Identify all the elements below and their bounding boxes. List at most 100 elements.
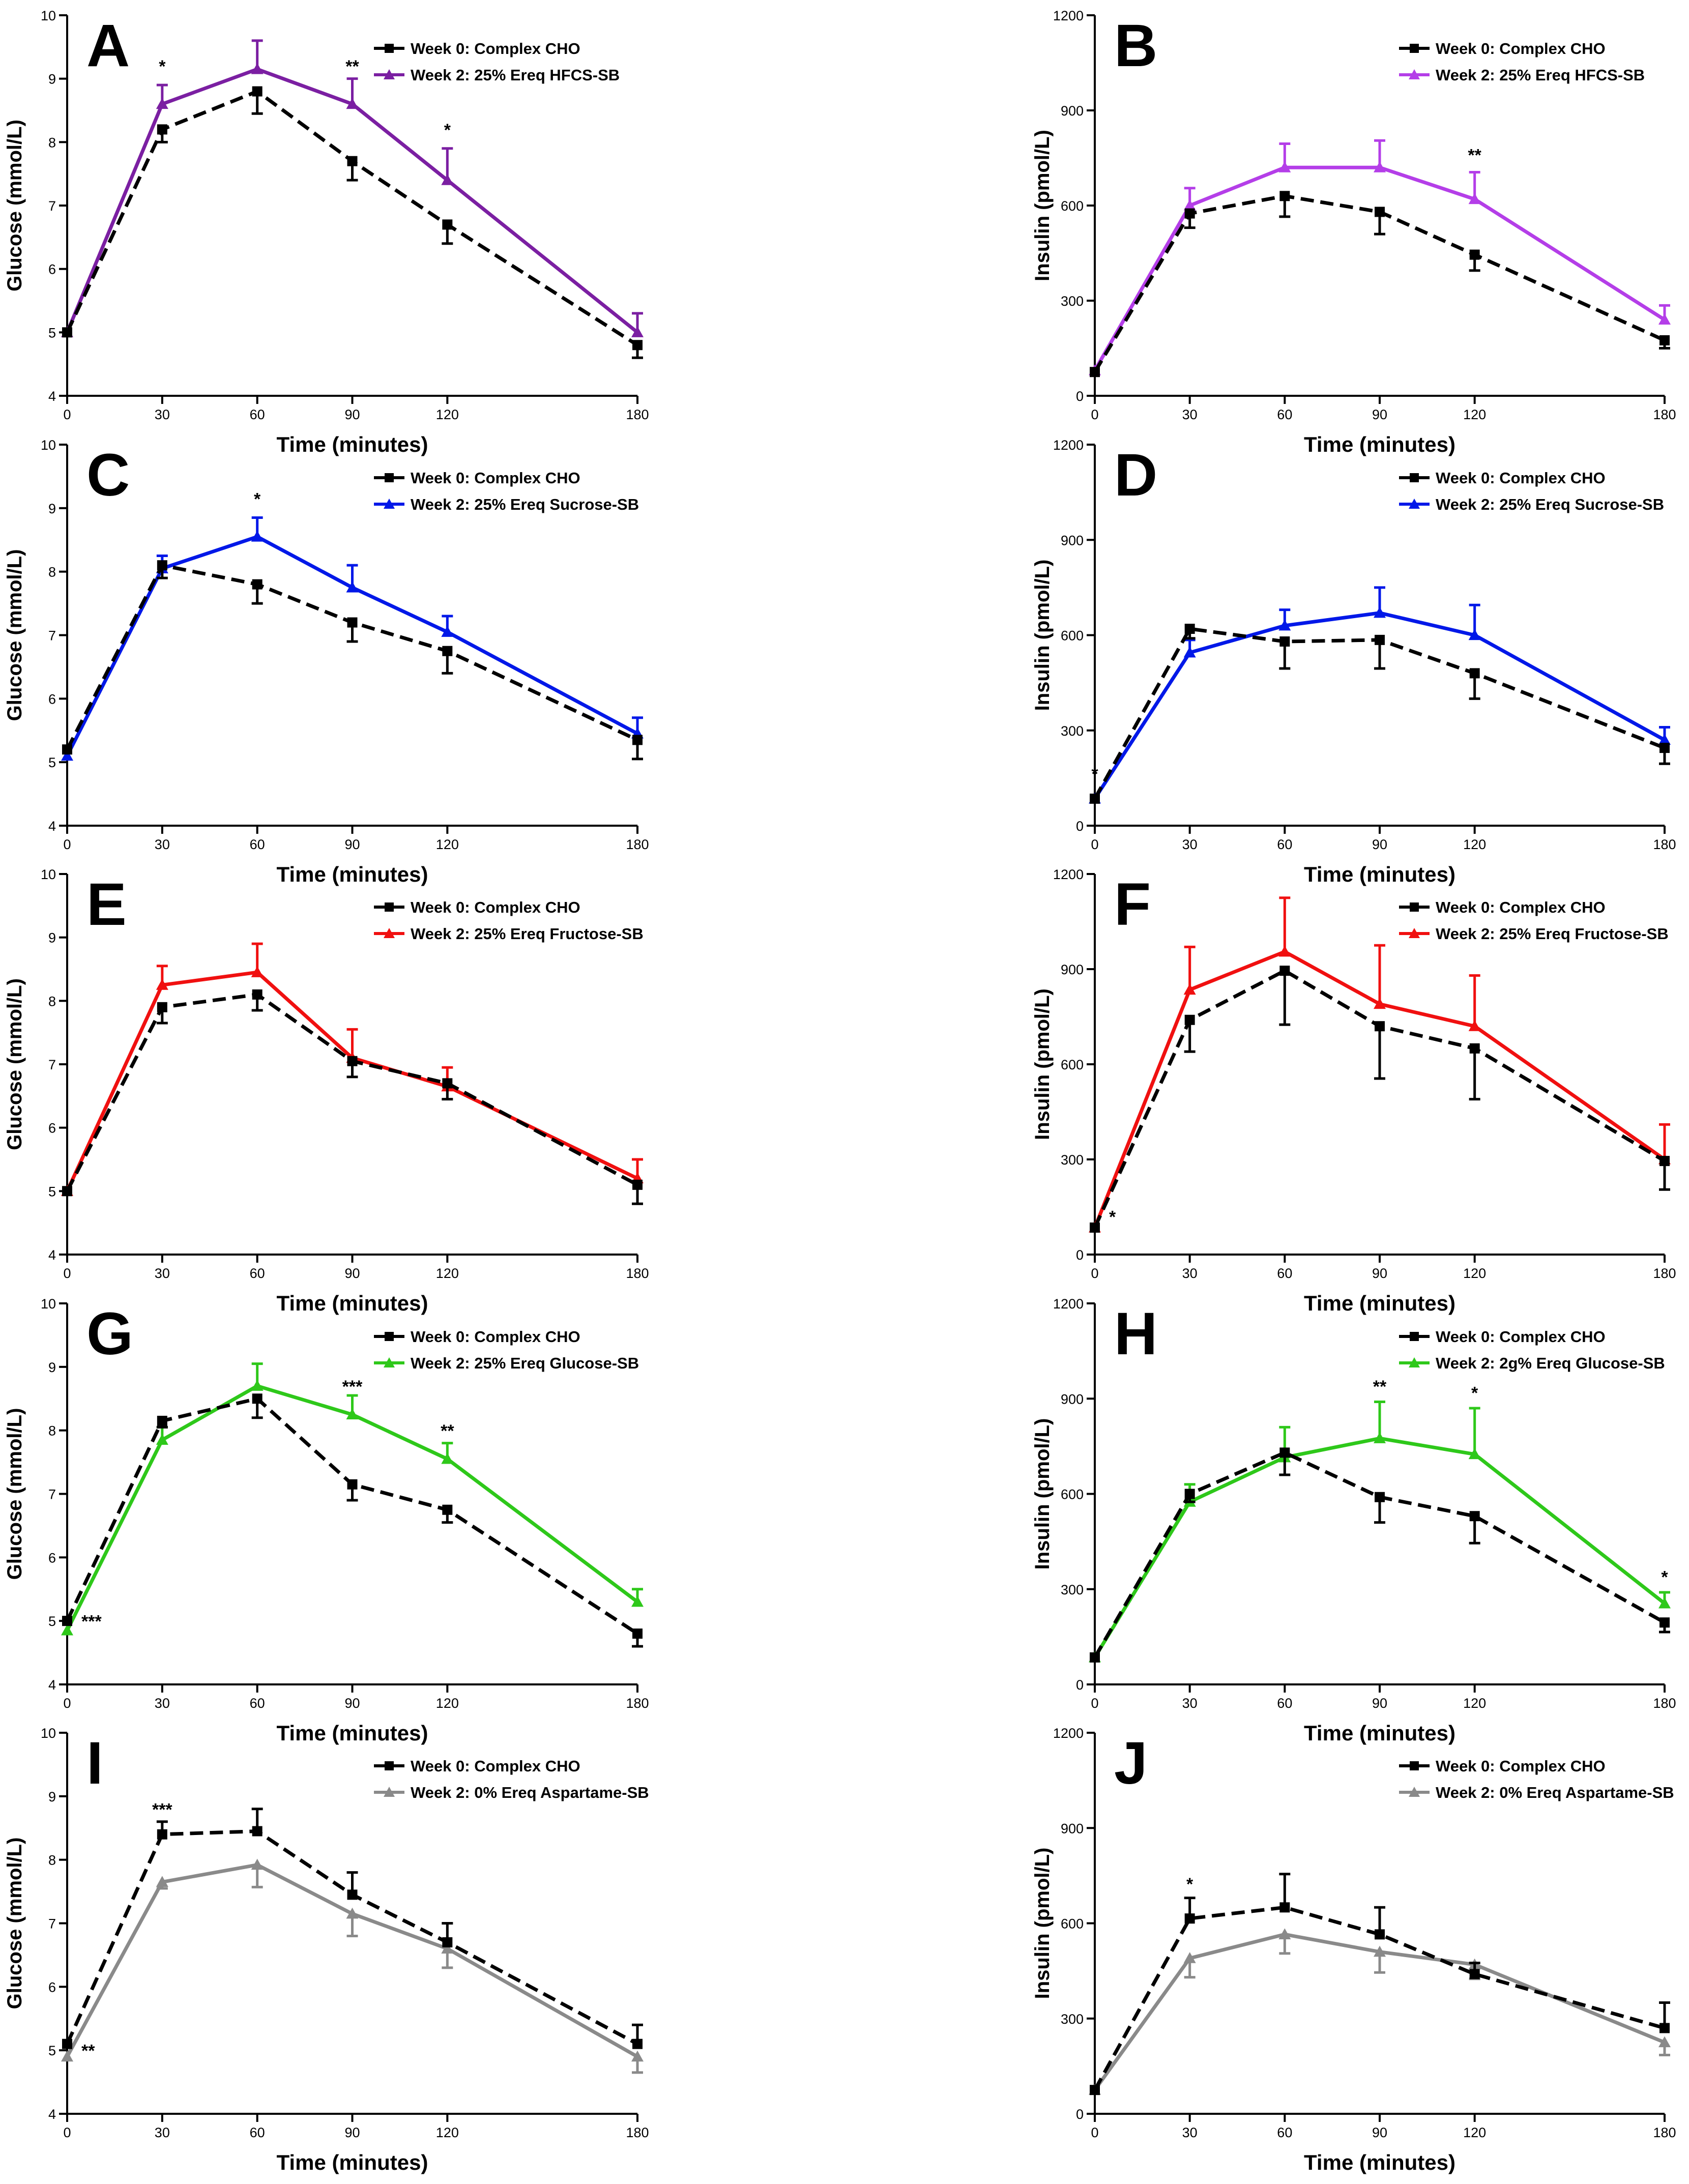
panel-a-y-tick-label: 4 xyxy=(48,389,56,404)
panel-d-point xyxy=(1659,743,1670,753)
panel-d-x-tick-label: 30 xyxy=(1182,837,1198,852)
panel-g-significance: *** xyxy=(81,1612,102,1632)
panel-i-series-line xyxy=(65,1863,638,2058)
panel-d-x-tick-label: 0 xyxy=(1091,837,1098,852)
panel-h-series-week2 xyxy=(1089,1400,1671,1663)
panel-c-y-axis-title: Glucose (mmol/L) xyxy=(4,549,26,721)
panel-a-x-tick-label: 180 xyxy=(626,407,649,422)
panel-i-y-tick-label: 8 xyxy=(48,1853,56,1868)
panel-h-point xyxy=(1374,1432,1386,1443)
panel-b-series-week0 xyxy=(1090,191,1670,377)
panel-c-series-week0 xyxy=(62,560,643,761)
panel-j-y-tick-label: 0 xyxy=(1076,2107,1084,2122)
panel-b-y-tick-label: 600 xyxy=(1061,198,1084,214)
panel-f-legend-marker xyxy=(1409,928,1420,938)
panel-i-point xyxy=(346,1907,359,1919)
panel-a-point xyxy=(251,63,264,74)
panel-d: 0 300 600 900 1200 0 30 60 90 120 180 Time (minutes… xyxy=(1031,438,1676,886)
panel-g-point xyxy=(251,1380,264,1391)
panel-d-x-tick-label: 180 xyxy=(1653,837,1676,852)
panel-g-legend-label: Week 2: 25% Ereq Glucose-SB xyxy=(411,1354,639,1372)
panel-h-series-line xyxy=(1093,1450,1666,1658)
panel-f-y-tick-label: 600 xyxy=(1061,1057,1084,1072)
panel-b-point xyxy=(1659,335,1670,345)
panel-g-y-tick-label: 6 xyxy=(48,1550,56,1565)
panel-a-legend-marker xyxy=(385,44,394,53)
panel-b-point xyxy=(1183,199,1196,211)
panel-h-legend-marker xyxy=(1409,1357,1420,1367)
panel-e-x-axis-title: Time (minutes) xyxy=(277,1291,428,1315)
panel-j-legend-marker xyxy=(1409,1787,1420,1797)
panel-e-legend-label: Week 2: 25% Ereq Fructose-SB xyxy=(411,925,644,943)
panel-j-legend-label: Week 0: Complex CHO xyxy=(1436,1757,1606,1775)
panel-j-x-tick-label: 180 xyxy=(1653,2125,1676,2140)
panel-i-y-axis-title: Glucose (mmol/L) xyxy=(4,1838,26,2010)
panel-g-point xyxy=(441,1452,454,1464)
panel-c-letter: C xyxy=(86,442,130,509)
panel-g-legend-marker xyxy=(384,1357,395,1367)
panel-c-x-tick-label: 120 xyxy=(436,837,459,852)
panel-g-x-axis-title: Time (minutes) xyxy=(277,1721,428,1745)
panel-h-point xyxy=(1375,1492,1385,1502)
panel-d-legend-marker xyxy=(1409,499,1420,509)
panel-g-series-line xyxy=(65,1396,638,1636)
panel-g-point xyxy=(347,1479,358,1490)
panel-b-point xyxy=(1468,193,1481,205)
panel-a-legend-label: Week 2: 25% Ereq HFCS-SB xyxy=(411,66,620,84)
panel-h-legend-label: Week 0: Complex CHO xyxy=(1436,1328,1606,1346)
panel-f-x-tick-label: 120 xyxy=(1463,1266,1486,1281)
panel-g-series-week2 xyxy=(61,1362,644,1636)
panel-f-y-tick-label: 0 xyxy=(1076,1247,1084,1263)
panel-g-letter: G xyxy=(86,1300,133,1367)
panel-c-x-tick-label: 90 xyxy=(344,837,360,852)
panel-h-y-tick-label: 0 xyxy=(1076,1677,1084,1693)
panel-h-x-tick-label: 60 xyxy=(1277,1696,1292,1711)
panel-j-y-axis-title: Insulin (pmol/L) xyxy=(1031,1848,1054,1999)
panel-b-point xyxy=(1374,161,1386,172)
panel-c-point xyxy=(252,579,263,590)
panel-d-point xyxy=(1468,629,1481,640)
panel-f-x-tick-label: 90 xyxy=(1372,1266,1387,1281)
panel-i-point xyxy=(442,1937,453,1947)
panel-b-point xyxy=(1184,208,1195,219)
panel-b-series-line xyxy=(1093,194,1666,373)
panel-a-point xyxy=(252,86,263,97)
panel-h-y-axis-title: Insulin (pmol/L) xyxy=(1031,1418,1054,1570)
panel-f-point xyxy=(1278,945,1291,957)
panel-j-point xyxy=(1374,1945,1386,1957)
panel-b-y-tick-label: 900 xyxy=(1061,103,1084,119)
panel-g-point xyxy=(252,1393,263,1404)
panel-a-point xyxy=(632,340,643,351)
panel-f-x-tick-label: 60 xyxy=(1277,1266,1292,1281)
panel-a-letter: A xyxy=(86,12,130,79)
panel-h-series-week0 xyxy=(1090,1447,1670,1663)
panel-d-letter: D xyxy=(1114,442,1157,509)
panel-a-y-tick-label: 8 xyxy=(48,135,56,150)
panel-i-point xyxy=(441,1942,454,1954)
panel-d-legend: Week 0: Complex CHO Week 2: 25% Ereq Sucr… xyxy=(1399,469,1664,513)
panel-c: 4 5 6 7 8 9 10 0 30 60 90 120 180 Time (minutes) Gluco… xyxy=(4,438,649,886)
panel-a-x-tick-label: 30 xyxy=(155,407,170,422)
panel-i-significance: ** xyxy=(81,2042,95,2061)
panel-g-significance: *** xyxy=(342,1377,363,1396)
panel-c-point xyxy=(442,646,453,656)
panel-h-y-tick-label: 600 xyxy=(1061,1487,1084,1502)
panel-e-x-tick-label: 0 xyxy=(63,1266,71,1281)
panel-h-point xyxy=(1658,1597,1671,1609)
panel-i-x-tick-label: 90 xyxy=(344,2125,360,2140)
panel-e-point xyxy=(157,1002,167,1012)
panel-g-x-tick-label: 30 xyxy=(155,1696,170,1711)
panel-a-legend-label: Week 0: Complex CHO xyxy=(411,40,580,57)
panel-g-y-tick-label: 9 xyxy=(48,1360,56,1375)
panel-g-point xyxy=(62,1616,72,1626)
panel-g-y-tick-label: 10 xyxy=(41,1296,56,1312)
panel-e-series-week0 xyxy=(62,989,643,1205)
panel-e: 4 5 6 7 8 9 10 0 30 60 90 120 180 Time (minutes) Gluco… xyxy=(4,867,649,1315)
panel-c-point xyxy=(632,735,643,745)
panel-b-point xyxy=(1469,249,1480,260)
panel-i-x-tick-label: 120 xyxy=(436,2125,459,2140)
panel-e-point xyxy=(442,1078,453,1089)
panel-b-x-axis-title: Time (minutes) xyxy=(1304,432,1455,456)
panel-i-legend-marker xyxy=(384,1787,395,1797)
panel-a-y-tick-label: 6 xyxy=(48,262,56,277)
